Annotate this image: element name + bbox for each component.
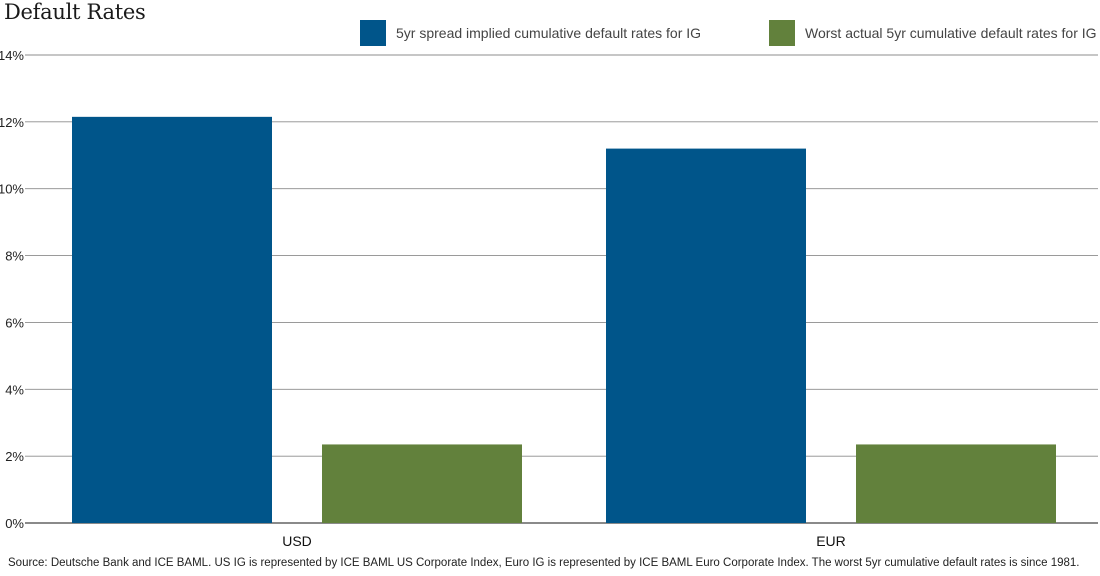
source-footnote: Source: Deutsche Bank and ICE BAML. US I… [8,557,1080,569]
y-tick-label: 12% [0,115,24,130]
legend-swatch-worst-actual [769,20,795,46]
y-tick-label: 14% [0,48,24,63]
legend-swatch-spread-implied [360,20,386,46]
bar-usd-series-2 [322,444,522,523]
x-tick-label: USD [282,533,312,549]
legend-label-spread-implied: 5yr spread implied cumulative default ra… [396,25,702,41]
bar-eur-series-1 [606,148,806,523]
y-tick-label: 6% [5,315,24,330]
y-axis: 0% 2% 4% 6% 8% 10% 12% 14% [0,48,24,531]
y-tick-label: 4% [5,382,24,397]
chart-title: Default Rates [4,0,146,24]
y-tick-label: 2% [5,449,24,464]
y-tick-label: 10% [0,182,24,197]
legend-label-worst-actual: Worst actual 5yr cumulative default rate… [805,25,1097,41]
bars [72,116,1056,523]
legend: 5yr spread implied cumulative default ra… [360,20,1100,48]
legend-item-worst-actual: Worst actual 5yr cumulative default rate… [769,20,1097,46]
x-tick-label: EUR [816,533,846,549]
x-axis: USD EUR [282,533,846,549]
bar-eur-series-2 [856,444,1056,523]
bar-usd-series-1 [72,116,272,523]
y-tick-label: 0% [5,516,24,531]
legend-item-spread-implied: 5yr spread implied cumulative default ra… [360,20,701,46]
y-tick-label: 8% [5,249,24,264]
